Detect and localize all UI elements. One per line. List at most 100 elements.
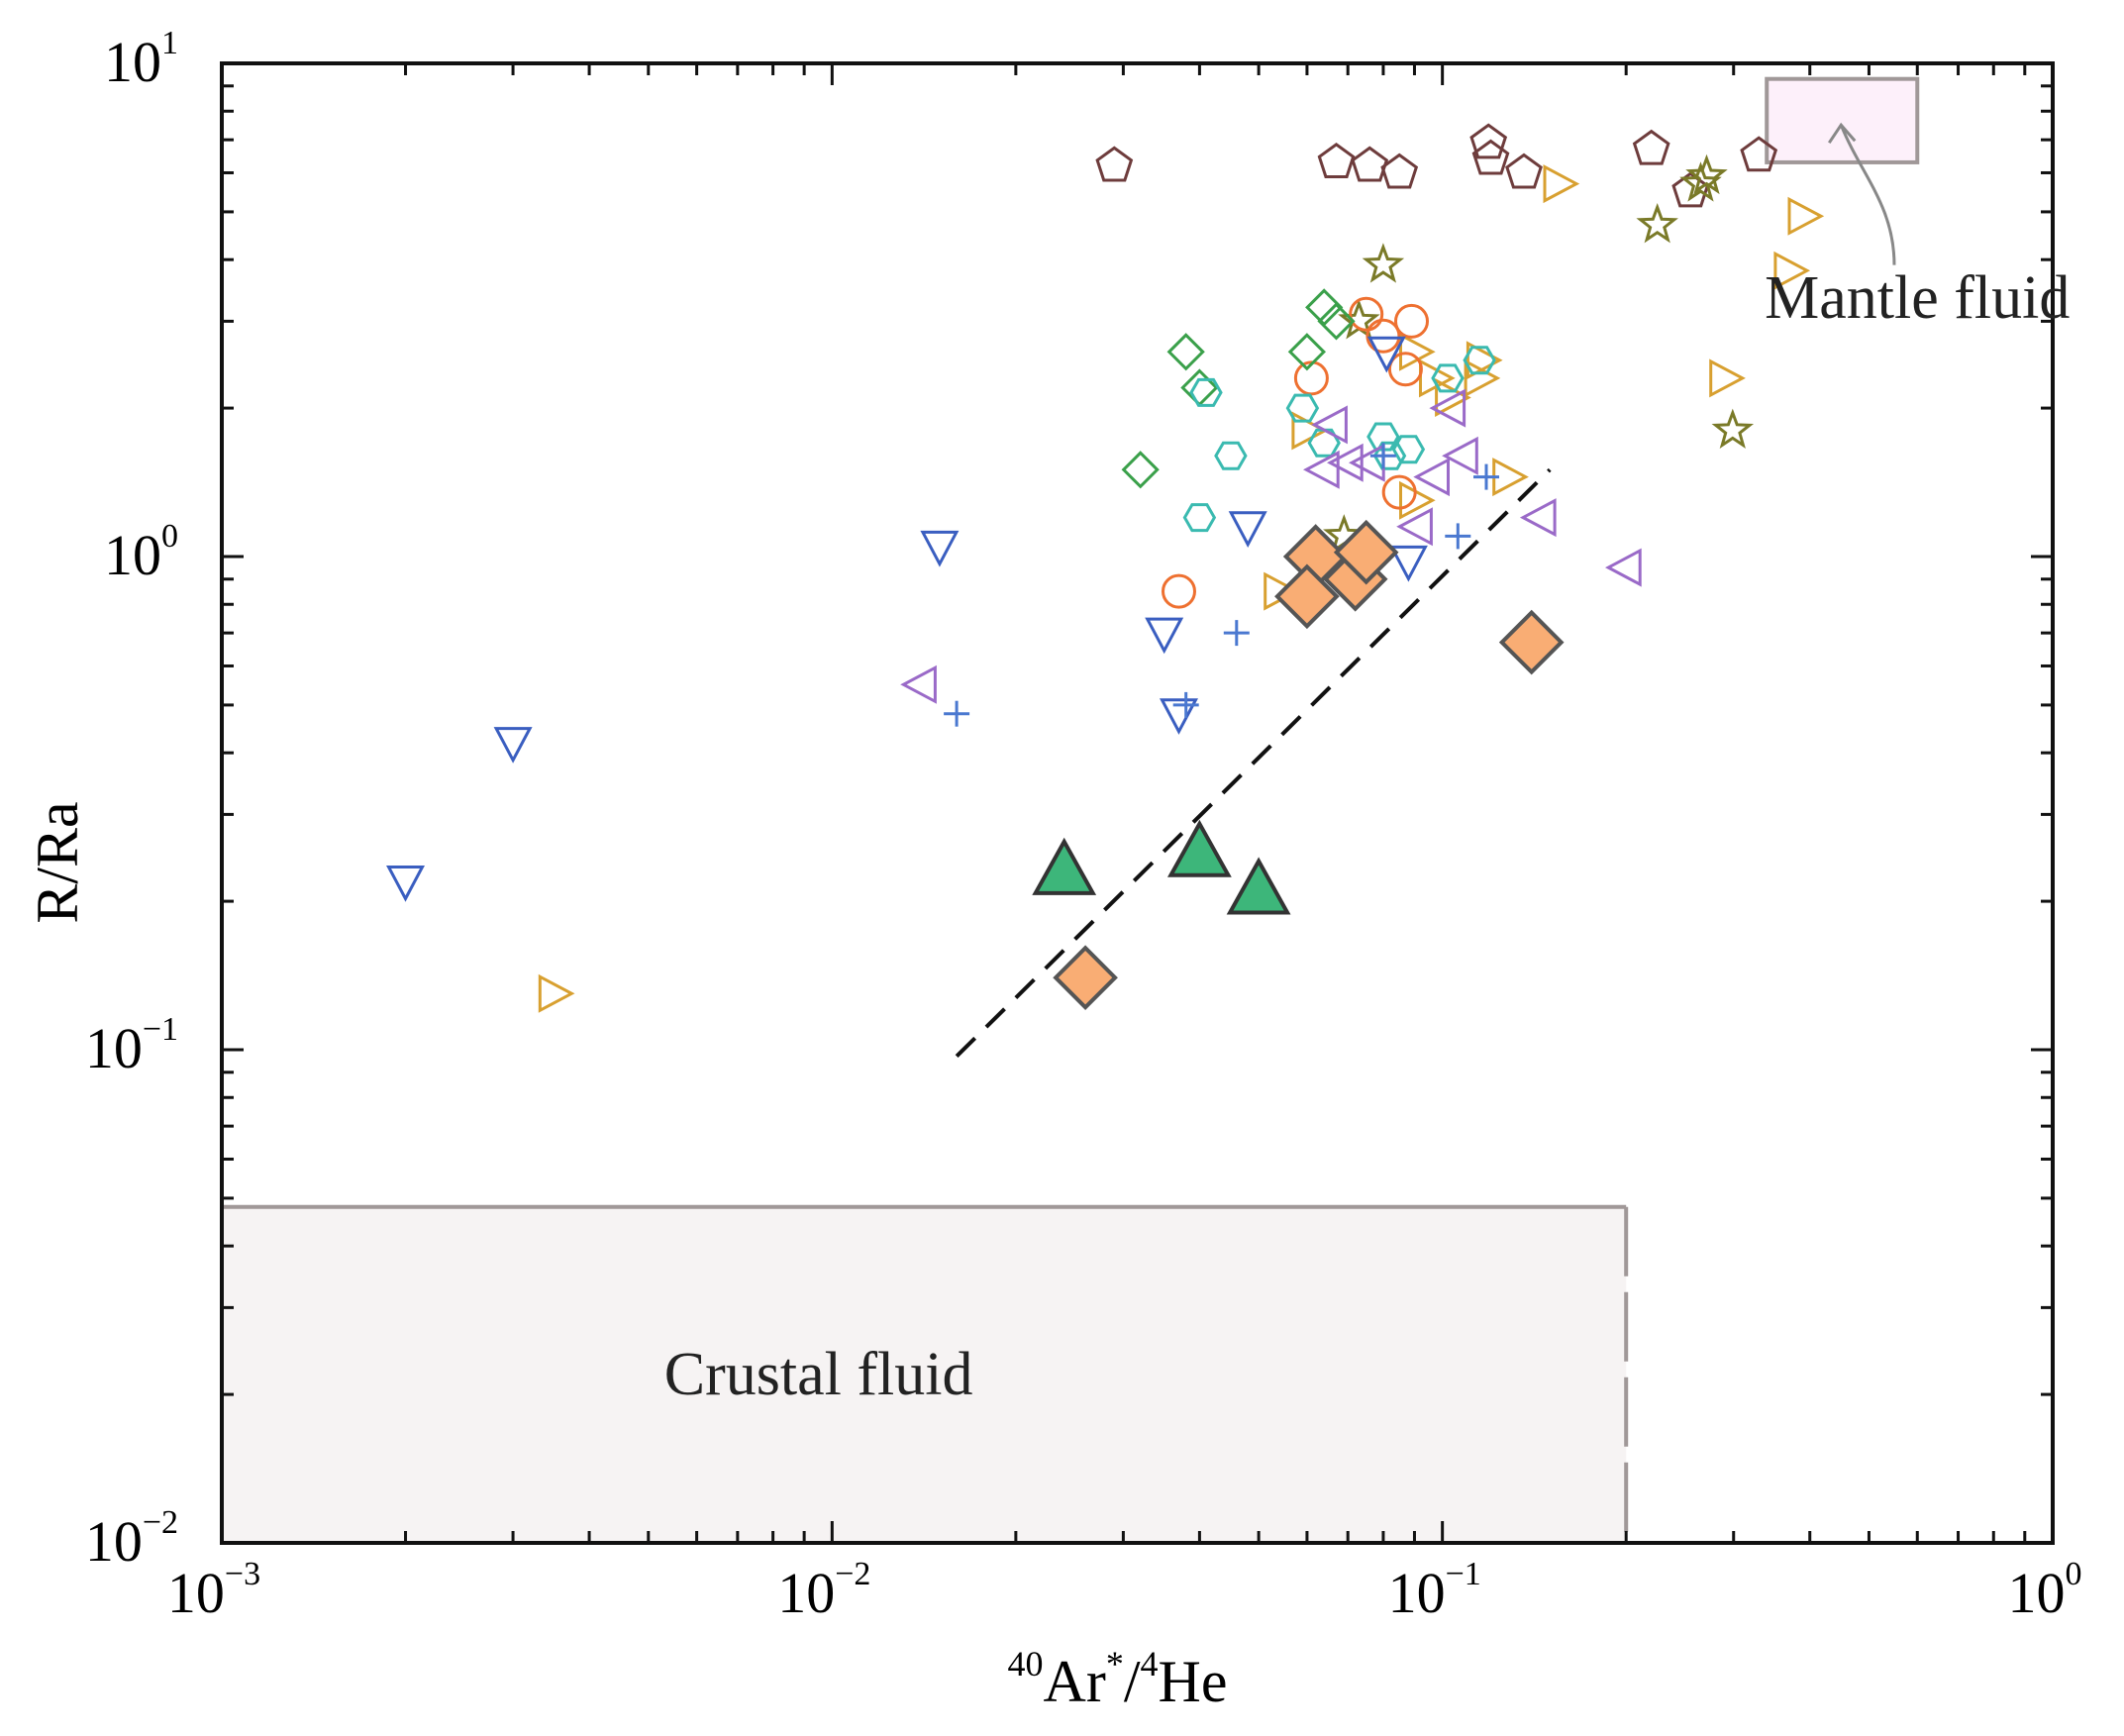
down-triangle-shape xyxy=(1388,545,1428,582)
y-tick-label: 101 xyxy=(104,25,178,94)
plus-marker xyxy=(944,700,970,727)
hexagon-marker xyxy=(1214,441,1248,470)
plus-marker xyxy=(1445,523,1471,550)
star-shape xyxy=(1679,161,1722,202)
x-axis-title-sup-40: 40 xyxy=(1008,1644,1044,1684)
filled-triangle-marker xyxy=(1032,837,1097,895)
circle-shape xyxy=(1394,303,1429,339)
right-triangle-shape xyxy=(1543,164,1580,204)
left-triangle-shape xyxy=(1519,498,1557,538)
pentagon-shape xyxy=(1505,153,1543,189)
trend-layer xyxy=(955,467,1552,1059)
pentagon-shape xyxy=(1095,146,1134,182)
right-triangle-marker xyxy=(1773,251,1811,290)
down-triangle-shape xyxy=(1366,336,1406,373)
left-triangle-marker xyxy=(1429,388,1467,428)
filled-triangle-shape xyxy=(1032,837,1097,895)
crustal-fluid-region xyxy=(222,1206,1627,1543)
right-triangle-shape xyxy=(1464,358,1501,398)
hexagon-shape xyxy=(1463,346,1496,375)
hexagon-shape xyxy=(1189,377,1223,407)
filled-diamond-marker xyxy=(1333,519,1399,585)
filled-diamond-shape xyxy=(1053,945,1118,1011)
hexagon-shape xyxy=(1431,363,1465,393)
down-triangle-shape xyxy=(920,530,960,567)
right-triangle-shape xyxy=(1709,358,1746,398)
y-tick-label: 10−2 xyxy=(85,1504,178,1574)
circle-shape xyxy=(1162,573,1196,609)
filled-triangle-shape xyxy=(1226,857,1291,915)
left-triangle-shape xyxy=(1605,548,1642,587)
circle-marker xyxy=(1349,296,1384,332)
left-triangle-marker xyxy=(1303,450,1340,489)
diamond-marker xyxy=(1166,333,1205,371)
left-triangle-marker xyxy=(1311,405,1348,445)
right-triangle-marker xyxy=(1709,358,1746,398)
pentagon-marker xyxy=(1632,129,1670,165)
star-marker xyxy=(1362,243,1405,283)
x-axis-title-he: He xyxy=(1159,1649,1228,1714)
down-triangle-marker xyxy=(1388,545,1428,582)
x-tick-label: 10−3 xyxy=(167,1556,260,1625)
mantle-fluid-region-label: Mantle fluid xyxy=(1765,264,2070,332)
x-tick-label: 10−1 xyxy=(1388,1556,1481,1625)
hexagon-shape xyxy=(1391,435,1426,464)
left-triangle-shape xyxy=(1396,507,1433,547)
down-triangle-marker xyxy=(920,530,960,567)
plus-marker xyxy=(1473,463,1499,490)
diamond-shape xyxy=(1166,333,1205,371)
x-axis-title-sup-star: * xyxy=(1106,1644,1124,1684)
filled-diamond-marker xyxy=(1274,563,1340,630)
hexagon-shape xyxy=(1214,441,1248,470)
plus-marker xyxy=(1369,443,1396,469)
hexagon-marker xyxy=(1431,363,1465,393)
left-triangle-shape xyxy=(1303,450,1340,489)
y-tick-label: 100 xyxy=(104,518,178,587)
right-triangle-shape xyxy=(538,973,575,1013)
filled-triangle-marker xyxy=(1226,857,1291,915)
x-axis-title-ar: Ar xyxy=(1044,1649,1106,1714)
x-axis-title: 40Ar*/4He xyxy=(1008,1644,1228,1714)
pentagon-marker xyxy=(1740,136,1778,172)
pentagon-shape xyxy=(1351,146,1389,182)
diamond-shape xyxy=(1287,333,1327,371)
mantle-arrow-head xyxy=(1828,122,1857,145)
diamond-marker xyxy=(1121,451,1160,489)
down-triangle-marker xyxy=(1366,336,1406,373)
down-triangle-shape xyxy=(1145,617,1184,655)
right-triangle-shape xyxy=(1399,332,1436,371)
pentagon-marker xyxy=(1469,123,1508,159)
filled-diamond-shape xyxy=(1274,563,1340,630)
pentagon-shape xyxy=(1740,136,1778,172)
star-shape xyxy=(1685,153,1728,195)
pentagon-marker xyxy=(1380,153,1419,189)
pentagon-marker xyxy=(1505,153,1543,189)
x-axis-title-slash: / xyxy=(1124,1649,1141,1714)
filled-diamond-marker xyxy=(1053,945,1118,1011)
pentagon-shape xyxy=(1380,153,1419,189)
filled-triangle-shape xyxy=(1166,819,1232,877)
down-triangle-marker xyxy=(1228,511,1267,548)
regions-layer xyxy=(222,76,1920,1543)
right-triangle-marker xyxy=(1543,164,1580,204)
down-triangle-shape xyxy=(386,866,425,902)
down-triangle-marker xyxy=(386,866,425,902)
right-triangle-marker xyxy=(1464,358,1501,398)
y-axis-title: R/Ra xyxy=(25,801,90,923)
left-triangle-marker xyxy=(1605,548,1642,587)
left-triangle-shape xyxy=(1413,458,1450,497)
star-shape xyxy=(1362,243,1405,283)
hexagon-marker xyxy=(1189,377,1223,407)
down-triangle-shape xyxy=(1228,511,1267,548)
plus-marker xyxy=(1223,620,1250,647)
points-layer xyxy=(386,123,1825,1013)
right-triangle-marker xyxy=(1787,196,1825,236)
hexagon-marker xyxy=(1366,422,1400,452)
circle-marker xyxy=(1381,474,1417,510)
diamond-marker xyxy=(1287,333,1327,371)
plus-marker xyxy=(1172,691,1199,718)
right-triangle-marker xyxy=(538,973,575,1013)
left-triangle-marker xyxy=(900,664,937,704)
diamond-marker xyxy=(1317,302,1356,341)
